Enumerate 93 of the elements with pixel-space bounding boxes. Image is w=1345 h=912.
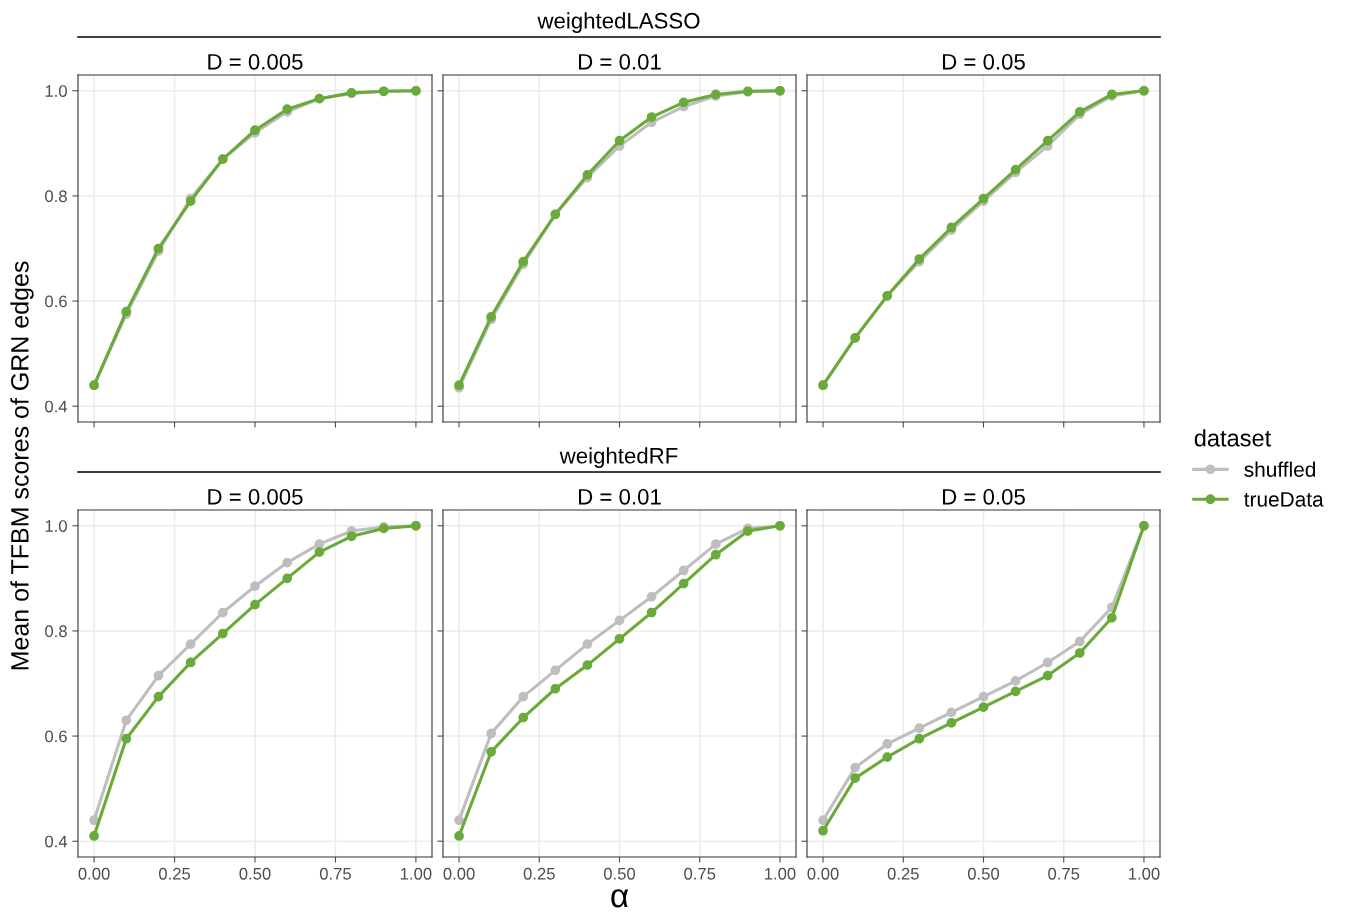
chart-title: D = 0.05 bbox=[943, 488, 1025, 505]
legend-title: dataset bbox=[1194, 429, 1272, 447]
point bbox=[250, 581, 260, 592]
point bbox=[818, 815, 828, 826]
point bbox=[614, 615, 625, 626]
x-tick-label: 0.75 bbox=[684, 867, 716, 880]
chart-title: D = 0.05 bbox=[943, 53, 1025, 70]
chart-title: D = 0.01 bbox=[579, 488, 661, 505]
point bbox=[914, 723, 925, 734]
point bbox=[550, 665, 561, 676]
point bbox=[1042, 135, 1053, 146]
point bbox=[646, 112, 657, 122]
x-tick-label: 0.00 bbox=[807, 867, 839, 880]
point bbox=[486, 728, 496, 739]
point bbox=[582, 660, 593, 670]
x-tick-label: 0.50 bbox=[603, 867, 636, 880]
point bbox=[185, 657, 196, 668]
y-tick-label: 0.4 bbox=[45, 835, 68, 848]
x-tick-label: 0.50 bbox=[967, 867, 1000, 880]
point bbox=[454, 815, 464, 826]
point bbox=[282, 573, 293, 584]
point bbox=[914, 733, 925, 744]
point bbox=[518, 691, 529, 702]
y-tick-label: 1.0 bbox=[45, 85, 67, 97]
point bbox=[850, 773, 860, 783]
y-tick-label: 0.4 bbox=[45, 400, 68, 413]
point bbox=[678, 578, 689, 589]
point bbox=[1074, 636, 1085, 647]
text: weightedRF bbox=[559, 447, 678, 468]
x-tick-label: 1.00 bbox=[1129, 867, 1160, 880]
point bbox=[882, 752, 893, 762]
x-tick-label: 0.00 bbox=[443, 867, 475, 880]
point bbox=[454, 831, 464, 841]
point bbox=[346, 531, 357, 542]
x-tick-label: 0.25 bbox=[523, 867, 555, 880]
x-tick-label: 0.00 bbox=[78, 867, 110, 880]
x-tick-label: 1.00 bbox=[765, 867, 796, 880]
point bbox=[121, 715, 132, 726]
x-tick-label: 1.00 bbox=[400, 867, 432, 880]
y-tick-label: 0.6 bbox=[45, 730, 67, 743]
point bbox=[1010, 676, 1021, 686]
legend-label: shuffled bbox=[1244, 461, 1316, 477]
point bbox=[614, 135, 625, 146]
point bbox=[217, 628, 228, 639]
point bbox=[1042, 670, 1053, 681]
x-tick-label: 0.25 bbox=[887, 867, 919, 880]
chart-title: D = 0.005 bbox=[208, 488, 303, 505]
point bbox=[818, 825, 828, 836]
point bbox=[282, 557, 293, 568]
point bbox=[946, 707, 957, 718]
point bbox=[185, 639, 196, 649]
y-tick-label: 0.6 bbox=[45, 295, 67, 308]
point bbox=[646, 607, 657, 618]
point bbox=[550, 683, 561, 694]
point bbox=[978, 691, 989, 702]
y-tick-label: 1.0 bbox=[45, 520, 67, 532]
point bbox=[518, 712, 529, 723]
point bbox=[486, 746, 496, 757]
x-tick-label: 0.75 bbox=[1048, 867, 1080, 880]
point bbox=[89, 831, 99, 841]
point bbox=[678, 565, 689, 576]
point bbox=[153, 691, 164, 702]
point bbox=[710, 539, 721, 550]
text: weightedLASSO bbox=[537, 12, 700, 33]
chart-title: D = 0.005 bbox=[208, 53, 303, 70]
legend-label: trueData bbox=[1244, 492, 1324, 507]
point bbox=[153, 670, 164, 681]
y-tick-label: 0.8 bbox=[45, 190, 67, 203]
point bbox=[217, 607, 228, 618]
y-tick-label: 0.8 bbox=[45, 625, 67, 638]
point bbox=[1042, 657, 1053, 668]
point bbox=[978, 702, 989, 713]
point bbox=[121, 733, 132, 744]
point bbox=[946, 718, 957, 728]
x-axis-title: α bbox=[611, 889, 629, 908]
point bbox=[850, 762, 860, 773]
x-tick-label: 0.50 bbox=[239, 867, 271, 880]
point bbox=[1010, 686, 1021, 697]
y-axis-title: Mean of TFBM scores of GRN edges bbox=[10, 261, 34, 670]
x-tick-label: 0.25 bbox=[158, 867, 191, 880]
point bbox=[710, 549, 721, 560]
point bbox=[314, 547, 325, 557]
point bbox=[250, 599, 260, 610]
point bbox=[882, 739, 893, 749]
point bbox=[678, 97, 689, 108]
point bbox=[1074, 648, 1085, 658]
x-tick-label: 0.75 bbox=[319, 867, 351, 880]
point bbox=[1107, 612, 1117, 623]
point bbox=[582, 639, 593, 649]
chart-title: D = 0.01 bbox=[579, 53, 661, 70]
point bbox=[614, 633, 625, 644]
point bbox=[89, 815, 99, 826]
point bbox=[646, 591, 657, 602]
